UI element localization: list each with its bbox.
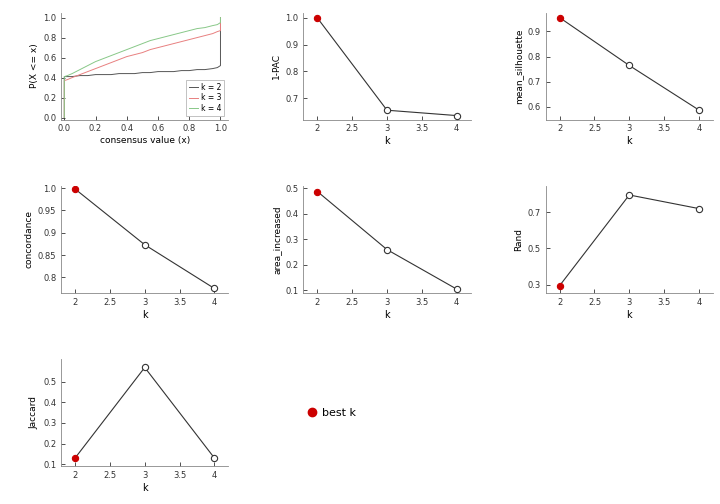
- X-axis label: k: k: [384, 309, 390, 320]
- k = 2: [208, 66, 217, 72]
- k = 4: [146, 38, 155, 44]
- X-axis label: consensus value (x): consensus value (x): [99, 136, 190, 145]
- k = 3: [60, 114, 68, 120]
- k = 3: [208, 31, 217, 37]
- k = 4: [153, 36, 162, 42]
- k = 4: [107, 52, 115, 58]
- Y-axis label: mean_silhouette: mean_silhouette: [515, 28, 523, 104]
- X-axis label: k: k: [626, 136, 632, 146]
- k = 2: [99, 72, 108, 78]
- X-axis label: k: k: [626, 309, 632, 320]
- k = 2: [216, 15, 225, 21]
- k = 3: [153, 44, 162, 50]
- k = 4: [68, 71, 76, 77]
- k = 4: [138, 40, 147, 46]
- Y-axis label: Jaccard: Jaccard: [30, 396, 39, 429]
- k = 2: [60, 114, 68, 120]
- k = 4: [122, 46, 131, 52]
- k = 2: [138, 70, 147, 76]
- k = 3: [114, 56, 123, 62]
- k = 2: [60, 74, 68, 80]
- k = 3: [146, 46, 155, 52]
- k = 4: [60, 74, 68, 80]
- k = 2: [153, 69, 162, 75]
- k = 2: [63, 74, 72, 80]
- k = 3: [76, 72, 84, 78]
- k = 2: [169, 69, 178, 75]
- k = 3: [193, 35, 202, 41]
- k = 3: [63, 77, 72, 83]
- k = 2: [107, 72, 115, 78]
- k = 4: [169, 32, 178, 38]
- k = 3: [107, 59, 115, 66]
- k = 3: [122, 53, 131, 59]
- Line: k = 3: k = 3: [64, 18, 220, 117]
- k = 4: [161, 34, 170, 40]
- k = 2: [213, 65, 222, 71]
- k = 3: [216, 15, 225, 21]
- k = 3: [177, 39, 186, 45]
- Y-axis label: Rand: Rand: [515, 228, 523, 251]
- k = 3: [169, 40, 178, 46]
- k = 4: [91, 58, 100, 65]
- k = 2: [161, 69, 170, 75]
- k = 3: [216, 28, 225, 34]
- k = 4: [213, 22, 222, 28]
- k = 4: [63, 73, 72, 79]
- k = 3: [130, 51, 139, 57]
- k = 4: [177, 30, 186, 36]
- k = 3: [60, 78, 68, 84]
- k = 4: [208, 23, 217, 29]
- k = 3: [185, 37, 194, 43]
- k = 2: [177, 68, 186, 74]
- k = 3: [201, 33, 210, 39]
- X-axis label: k: k: [142, 483, 148, 493]
- Line: k = 4: k = 4: [64, 18, 220, 117]
- k = 3: [99, 62, 108, 69]
- k = 4: [130, 43, 139, 49]
- X-axis label: k: k: [142, 309, 148, 320]
- k = 2: [91, 72, 100, 78]
- k = 2: [68, 74, 76, 80]
- X-axis label: k: k: [384, 136, 390, 146]
- k = 2: [130, 71, 139, 77]
- k = 2: [114, 71, 123, 77]
- k = 3: [91, 66, 100, 72]
- k = 4: [84, 62, 92, 69]
- k = 3: [161, 42, 170, 48]
- k = 4: [76, 67, 84, 73]
- k = 2: [201, 67, 210, 73]
- Line: k = 2: k = 2: [64, 18, 220, 117]
- k = 2: [122, 71, 131, 77]
- k = 4: [60, 114, 68, 120]
- Y-axis label: P(X <= x): P(X <= x): [30, 44, 39, 89]
- k = 2: [76, 73, 84, 79]
- k = 3: [68, 75, 76, 81]
- k = 2: [216, 62, 225, 69]
- k = 2: [84, 73, 92, 79]
- k = 4: [216, 15, 225, 21]
- k = 4: [99, 55, 108, 61]
- Legend: best k: best k: [303, 403, 361, 422]
- Y-axis label: concordance: concordance: [24, 210, 34, 269]
- k = 3: [84, 69, 92, 75]
- k = 2: [185, 68, 194, 74]
- k = 2: [193, 67, 202, 73]
- k = 4: [201, 25, 210, 31]
- k = 4: [216, 20, 225, 26]
- k = 3: [138, 49, 147, 55]
- k = 4: [193, 26, 202, 32]
- k = 4: [185, 28, 194, 34]
- k = 4: [114, 49, 123, 55]
- Y-axis label: area_increased: area_increased: [272, 205, 282, 274]
- k = 3: [213, 29, 222, 35]
- Legend: k = 2, k = 3, k = 4: k = 2, k = 3, k = 4: [186, 80, 225, 116]
- k = 2: [146, 70, 155, 76]
- Y-axis label: 1-PAC: 1-PAC: [272, 53, 282, 79]
